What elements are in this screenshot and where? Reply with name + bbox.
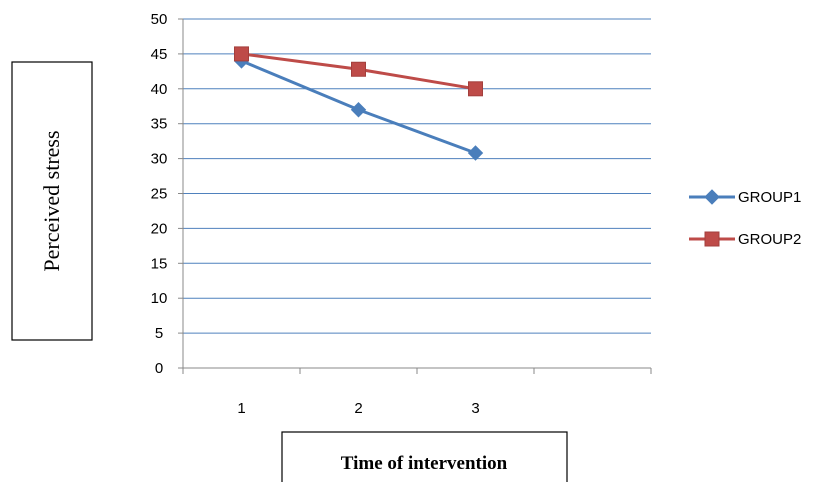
y-tick-label: 15 <box>151 255 168 272</box>
data-point <box>234 46 249 62</box>
data-point <box>350 102 367 118</box>
x-axis-title-box: Time of intervention <box>281 431 568 482</box>
data-point <box>351 61 366 77</box>
series-group2 <box>234 46 483 97</box>
y-tick-label: 25 <box>151 186 168 203</box>
y-tick-label: 20 <box>151 220 168 237</box>
x-tick-label: 2 <box>354 400 362 417</box>
legend-item: GROUP1 <box>689 189 801 206</box>
legend-swatch-marker <box>704 189 720 205</box>
y-tick-label: 40 <box>151 81 168 98</box>
gridlines <box>178 18 651 369</box>
legend-item: GROUP2 <box>689 231 801 248</box>
y-tick-label: 45 <box>151 46 168 63</box>
y-tick-label: 50 <box>151 11 168 28</box>
legend: GROUP1 GROUP2 <box>689 189 801 248</box>
y-tick-label: 5 <box>155 325 163 342</box>
data-point <box>468 81 483 97</box>
x-axis-title: Time of intervention <box>341 453 508 474</box>
x-axis-tick-labels: 1 2 3 <box>182 368 652 417</box>
legend-swatch-marker <box>704 231 720 247</box>
data-point <box>467 145 484 161</box>
legend-label: GROUP1 <box>738 189 801 206</box>
x-tick-label: 1 <box>237 400 245 417</box>
x-tick-label: 3 <box>471 400 479 417</box>
y-tick-label: 0 <box>155 360 163 377</box>
series-layer <box>233 46 484 161</box>
y-tick-label: 10 <box>151 290 168 307</box>
y-axis-tick-labels: 0 5 10 15 20 25 30 35 40 45 50 <box>151 11 168 377</box>
y-axis-title: Perceived stress <box>39 130 64 271</box>
legend-label: GROUP2 <box>738 231 801 248</box>
y-tick-label: 35 <box>151 116 168 133</box>
y-axis-title-box: Perceived stress <box>11 61 93 341</box>
y-tick-label: 30 <box>151 151 168 168</box>
